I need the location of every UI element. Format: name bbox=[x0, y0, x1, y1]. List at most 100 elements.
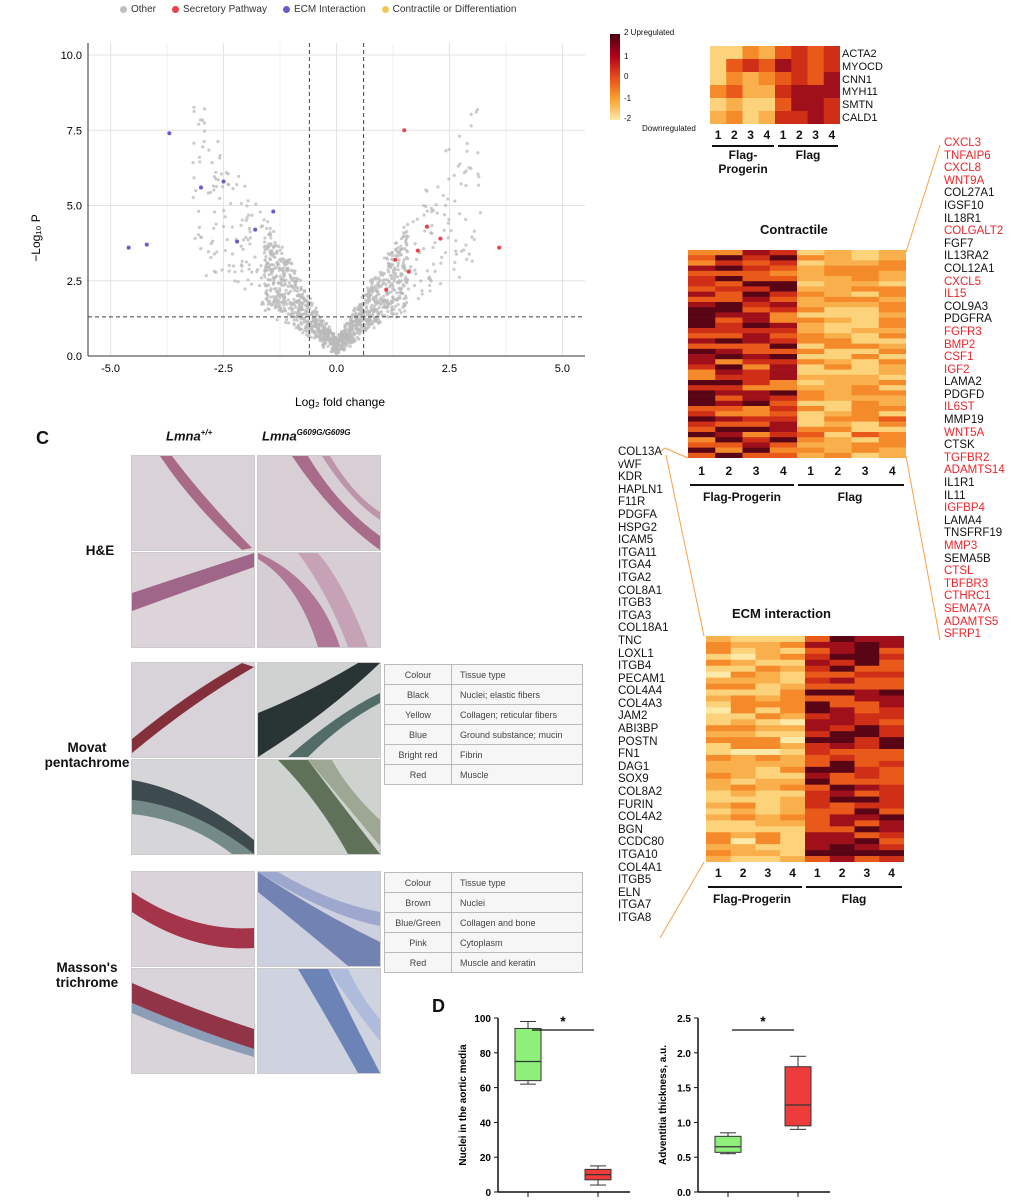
heatmap-cell bbox=[780, 641, 806, 649]
heatmap-cell bbox=[755, 659, 781, 667]
heatmap-cell bbox=[730, 641, 756, 649]
heatmap-cell bbox=[688, 447, 716, 454]
heatmap-cell bbox=[730, 701, 756, 708]
volcano-point bbox=[371, 277, 375, 281]
gene-label: MYH11 bbox=[842, 86, 878, 99]
heatmap-cell bbox=[755, 790, 781, 797]
gene-label: CALD1 bbox=[842, 111, 878, 124]
volcano-point bbox=[377, 298, 381, 302]
heatmap-cell bbox=[706, 665, 732, 672]
volcano-point bbox=[391, 312, 395, 316]
gene-label: ITGA4 bbox=[618, 559, 652, 572]
heatmap-col-label: 2 bbox=[834, 464, 842, 478]
heatmap-cell bbox=[829, 760, 855, 768]
heatmap-cell bbox=[854, 838, 880, 845]
volcano-point bbox=[403, 268, 407, 272]
heatmap-cell bbox=[878, 333, 906, 339]
heatmap-cell bbox=[742, 338, 771, 344]
heatmap-cell bbox=[823, 59, 840, 73]
heatmap-cell bbox=[824, 276, 852, 282]
heatmap-cell bbox=[769, 312, 798, 318]
heatmap-cell bbox=[769, 354, 798, 360]
movat-legend-table: Colour Tissue type Black Nuclei; elastic fi… bbox=[384, 664, 583, 785]
volcano-point bbox=[444, 203, 448, 207]
heatmap-cell bbox=[797, 369, 825, 376]
volcano-point bbox=[197, 209, 201, 214]
heatmap-cell bbox=[805, 778, 831, 785]
heatmap-cell bbox=[805, 725, 831, 732]
volcano-point bbox=[405, 250, 410, 254]
volcano-point bbox=[327, 331, 331, 335]
heatmap-cell bbox=[851, 374, 880, 381]
volcano-point bbox=[330, 349, 334, 354]
heatmap-cell bbox=[797, 374, 825, 381]
volcano-point bbox=[309, 335, 313, 339]
heatmap-cell bbox=[854, 737, 880, 744]
heatmap-cell bbox=[851, 286, 880, 292]
volcano-point bbox=[429, 206, 433, 211]
volcano-point bbox=[270, 248, 274, 253]
volcano-point bbox=[297, 294, 301, 298]
heatmap-cell bbox=[854, 844, 880, 851]
volcano-point bbox=[263, 240, 267, 244]
volcano-point bbox=[331, 340, 335, 344]
heatmap-cell bbox=[715, 307, 743, 313]
heatmap-cell bbox=[797, 317, 825, 324]
volcano-point bbox=[385, 302, 390, 306]
heatmap-cell bbox=[797, 359, 825, 365]
volcano-point bbox=[275, 318, 279, 322]
heatmap-cell bbox=[688, 260, 716, 266]
volcano-point bbox=[284, 320, 288, 324]
legend-table-cell: Black bbox=[384, 684, 452, 705]
volcano-point bbox=[411, 220, 415, 224]
volcano-point bbox=[258, 210, 262, 214]
volcano-point bbox=[393, 304, 398, 308]
heatmap-cell bbox=[715, 260, 743, 266]
volcano-point bbox=[212, 188, 216, 192]
heatmap-cell bbox=[829, 636, 855, 643]
volcano-point bbox=[402, 284, 406, 288]
heatmap-cell bbox=[879, 814, 904, 821]
heatmap-cell bbox=[730, 653, 756, 661]
heatmap-cell bbox=[730, 814, 756, 821]
volcano-point bbox=[465, 257, 469, 261]
heatmap-cell bbox=[829, 826, 855, 833]
volcano-point bbox=[217, 156, 222, 160]
gene-label: CXCL3 bbox=[944, 137, 982, 149]
heatmap-cell bbox=[688, 354, 716, 360]
heatmap-cell bbox=[797, 276, 825, 282]
volcano-point bbox=[246, 278, 250, 282]
heatmap-cell bbox=[742, 270, 771, 277]
volcano-point bbox=[254, 202, 258, 206]
volcano-point-highlight bbox=[424, 224, 429, 229]
gene-label: IL6ST bbox=[944, 401, 975, 414]
volcano-point bbox=[313, 329, 317, 333]
volcano-point bbox=[268, 251, 273, 255]
volcano-point bbox=[199, 235, 203, 239]
ecm-title: ECM interaction bbox=[732, 606, 831, 621]
heatmap-cell bbox=[851, 250, 880, 256]
volcano-point bbox=[331, 345, 335, 350]
volcano-point bbox=[371, 312, 375, 316]
heatmap-cell bbox=[758, 85, 776, 99]
volcano-point bbox=[367, 297, 372, 301]
heatmap-col-label: 3 bbox=[764, 866, 772, 880]
heatmap-cell bbox=[706, 749, 732, 756]
heatmap-cell bbox=[742, 343, 771, 350]
heatmap-cell bbox=[851, 432, 880, 438]
volcano-point bbox=[202, 121, 207, 125]
volcano-point bbox=[253, 255, 257, 259]
volcano-point bbox=[321, 337, 326, 342]
volcano-point bbox=[390, 254, 395, 258]
volcano-point-highlight bbox=[167, 131, 172, 136]
volcano-xtick: 5.0 bbox=[555, 363, 570, 375]
volcano-point bbox=[334, 335, 338, 340]
heatmap-cell bbox=[769, 296, 798, 303]
heatmap-cell bbox=[715, 374, 743, 381]
heatmap-cell bbox=[829, 689, 855, 696]
heatmap-cell bbox=[780, 683, 806, 690]
volcano-point bbox=[427, 276, 431, 281]
volcano-point bbox=[313, 313, 318, 318]
heatmap-cell bbox=[879, 731, 904, 738]
heatmap-cell bbox=[715, 354, 743, 360]
